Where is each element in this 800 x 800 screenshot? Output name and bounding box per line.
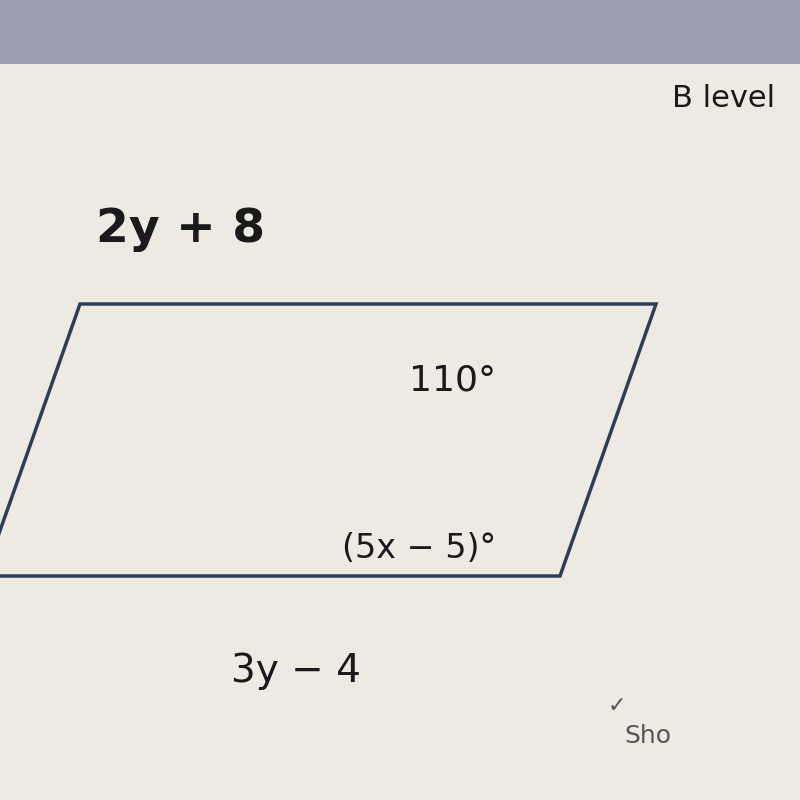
Text: Sho: Sho: [624, 724, 671, 748]
Text: 2y + 8: 2y + 8: [96, 207, 265, 252]
Text: 110°: 110°: [409, 364, 496, 398]
Polygon shape: [0, 304, 656, 576]
Text: (5x − 5)°: (5x − 5)°: [342, 532, 496, 565]
Text: ✓: ✓: [608, 696, 626, 716]
Text: 3y − 4: 3y − 4: [231, 652, 361, 690]
Bar: [0, 0, 800, 64]
Text: B level: B level: [672, 84, 775, 113]
